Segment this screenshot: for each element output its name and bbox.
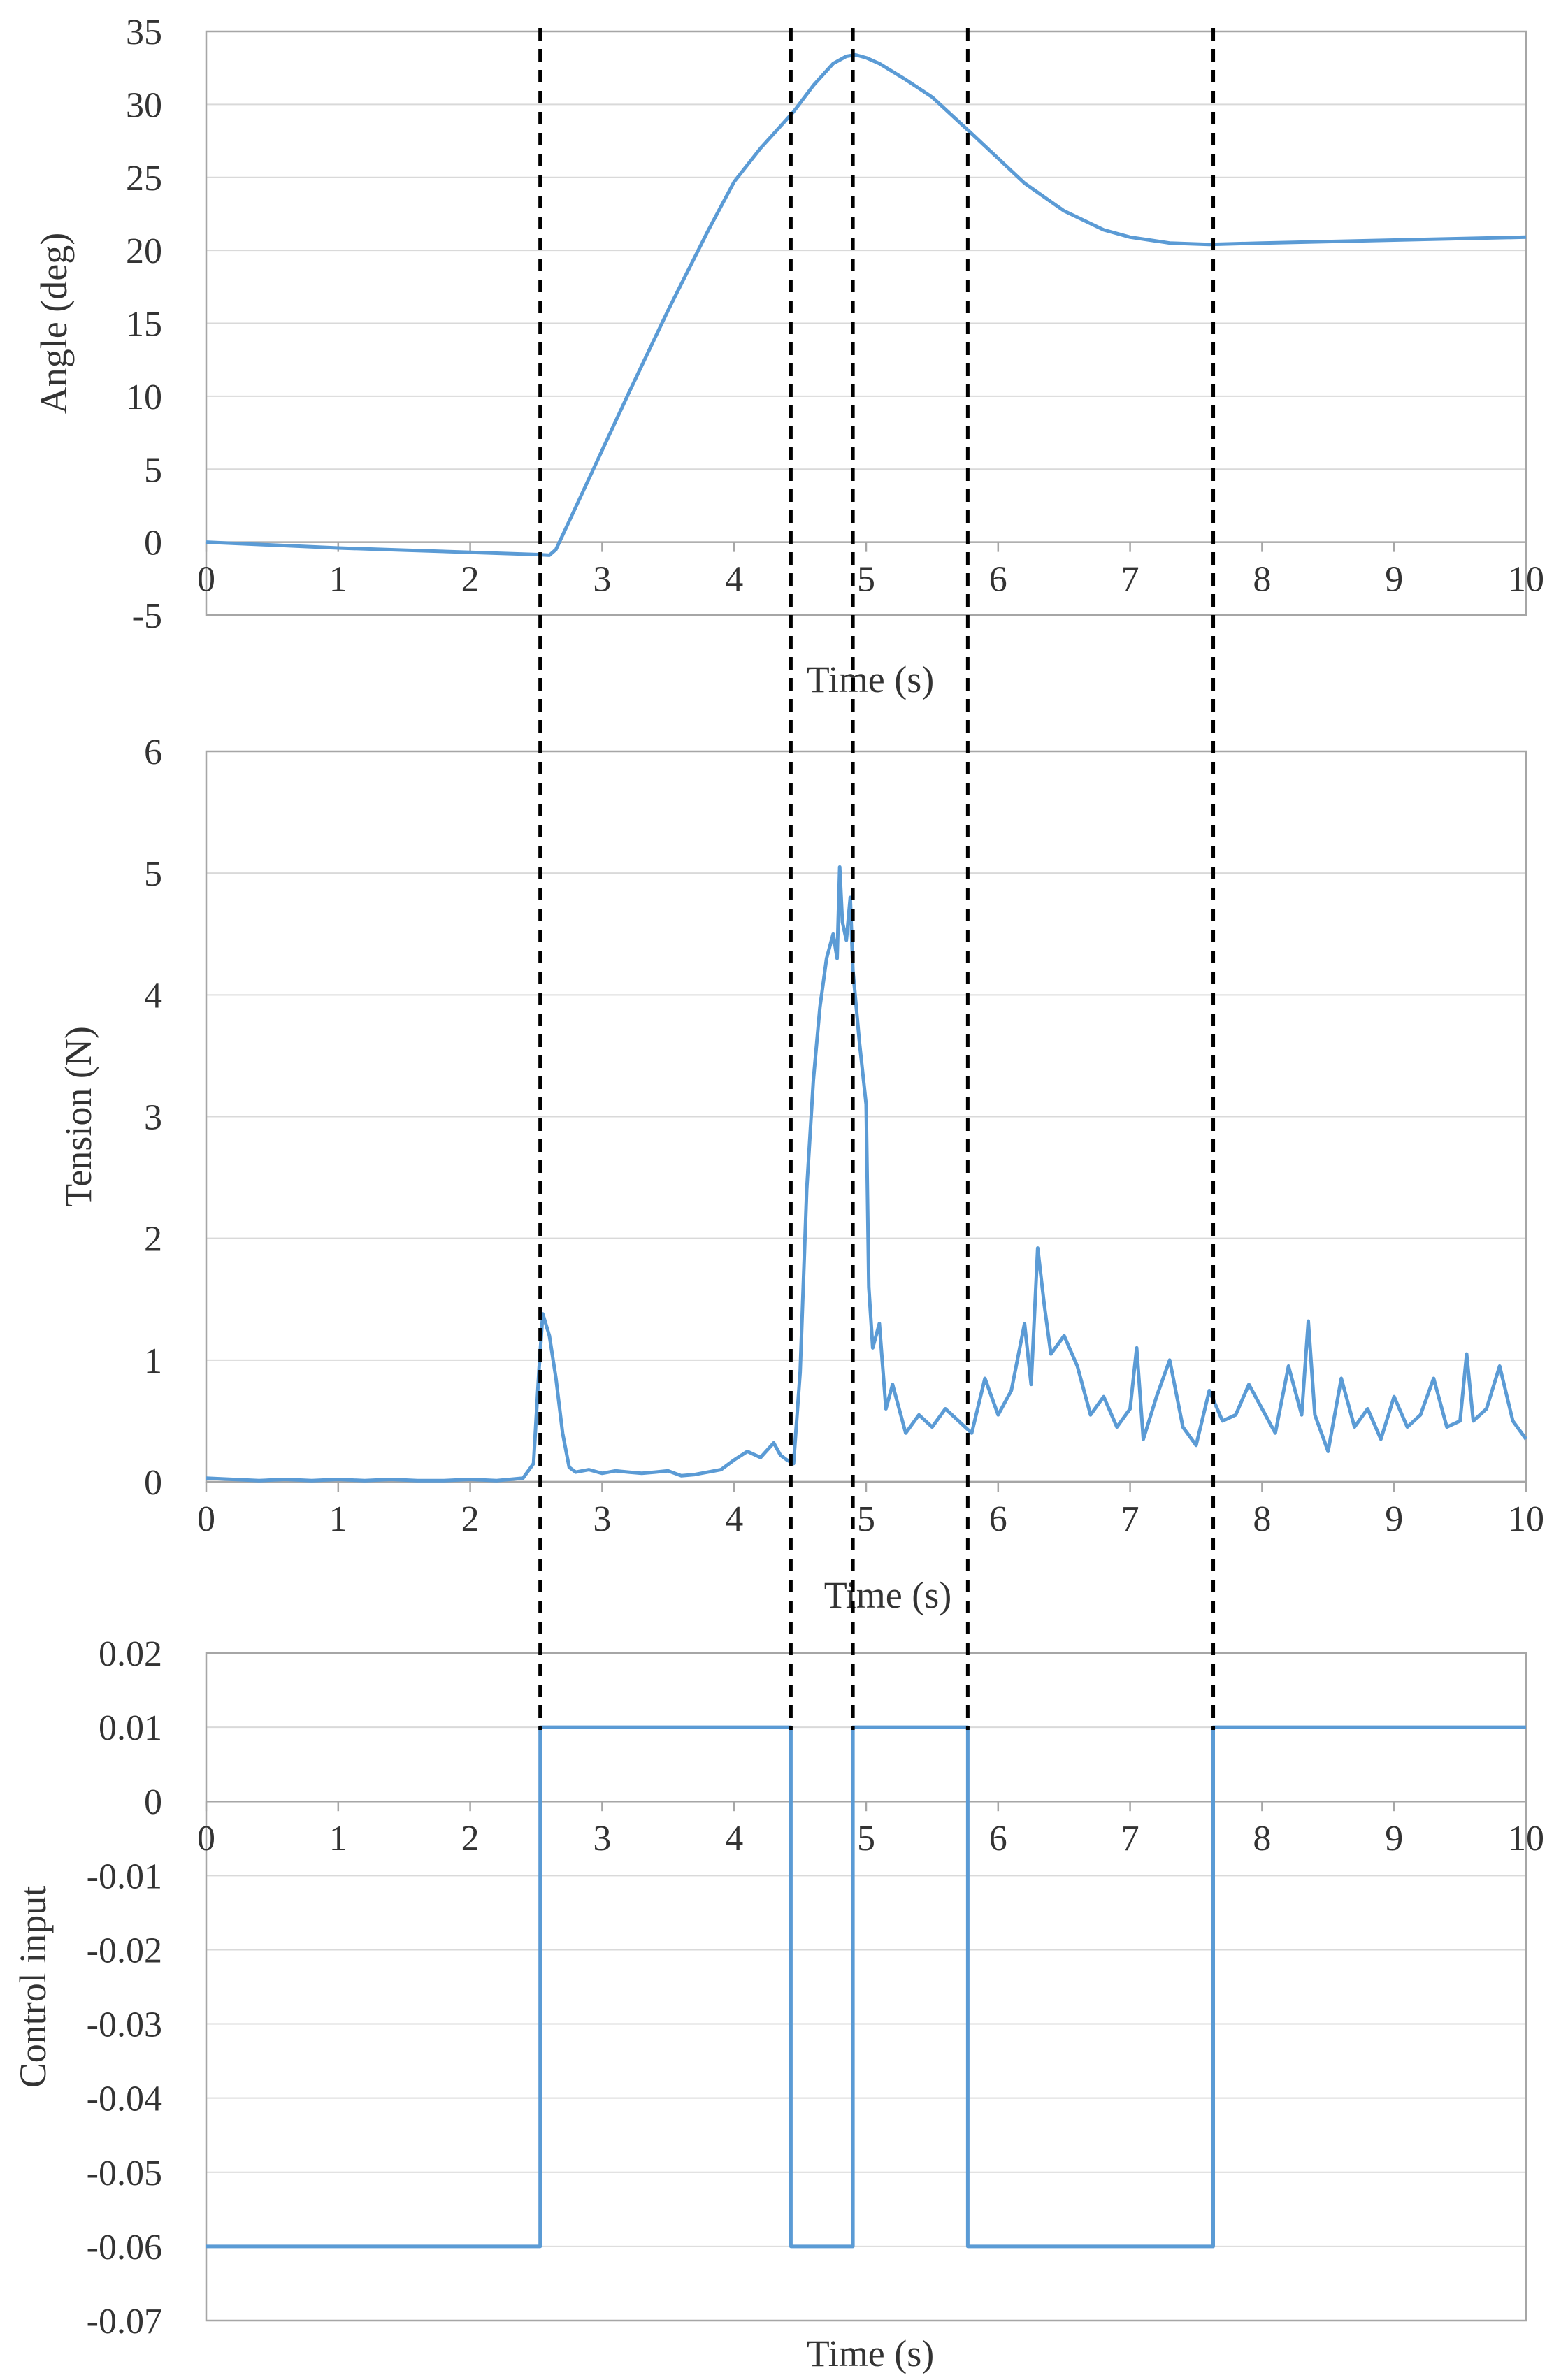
tension-y-tick-label: 1 <box>144 1341 162 1381</box>
control-y-tick-label: 0 <box>144 1782 162 1822</box>
control-x-tick-label: 1 <box>329 1819 347 1859</box>
angle-x-tick-label: 6 <box>989 560 1007 600</box>
angle-x-tick-label: 9 <box>1385 560 1403 600</box>
tension-x-tick-label: 10 <box>1508 1499 1544 1539</box>
tension-x-axis-title: Time (s) <box>824 1574 952 1616</box>
control-series-line <box>206 1725 1526 2249</box>
tension-x-tick-labels: 0 1 2 3 4 5 6 7 8 9 10 <box>197 1499 1544 1539</box>
control-y-tick-label: -0.06 <box>87 2228 162 2267</box>
angle-x-tick-label: 5 <box>857 560 875 600</box>
control-x-tick-label: 0 <box>197 1819 215 1859</box>
control-plot-frame <box>205 1652 1527 2322</box>
angle-y-tick-label: 0 <box>144 524 162 563</box>
control-x-tick-label: 5 <box>857 1819 875 1859</box>
angle-y-tick-label: 15 <box>126 305 162 345</box>
angle-y-tick-label: 35 <box>126 13 162 52</box>
control-input-chart: -0.07 -0.06 -0.05 -0.04 -0.03 -0.02 -0.01 0 0.01… <box>12 1634 1544 2374</box>
tension-x-tick-label: 9 <box>1385 1499 1403 1539</box>
tension-x-tick-label: 2 <box>461 1499 480 1539</box>
control-x-tick-label: 8 <box>1253 1819 1271 1859</box>
angle-x-tick-label: 10 <box>1508 560 1544 600</box>
control-y-tick-label: -0.02 <box>87 1931 162 1970</box>
phase-marker-lines <box>538 28 1216 1730</box>
control-y-tick-label: 0.01 <box>99 1708 162 1748</box>
control-x-axis-title: Time (s) <box>807 2332 935 2374</box>
tension-x-tick-label: 0 <box>197 1499 215 1539</box>
angle-y-tick-label: 5 <box>144 450 162 490</box>
angle-y-tick-label: 20 <box>126 231 162 271</box>
control-y-tick-label: -0.04 <box>87 2079 162 2119</box>
tension-x-tick-label: 3 <box>593 1499 611 1539</box>
control-x-axis-line <box>205 1800 1527 1812</box>
angle-x-tick-label: 4 <box>725 560 743 600</box>
control-x-tick-label: 2 <box>461 1819 480 1859</box>
control-x-tick-label: 3 <box>593 1819 611 1859</box>
angle-x-tick-labels: 0 1 2 3 4 5 6 7 8 9 10 <box>197 560 1544 600</box>
angle-series-line <box>206 52 1527 557</box>
tension-x-tick-label: 6 <box>989 1499 1007 1539</box>
tension-y-tick-label: 2 <box>144 1220 162 1260</box>
control-x-tick-label: 10 <box>1508 1819 1544 1859</box>
tension-x-tick-label: 5 <box>857 1499 875 1539</box>
tension-series-line <box>206 865 1528 1483</box>
angle-y-tick-label: 30 <box>126 85 162 125</box>
control-y-tick-label: -0.03 <box>87 2005 162 2045</box>
angle-x-axis-title: Time (s) <box>807 658 935 700</box>
tension-y-tick-label: 6 <box>144 733 162 772</box>
control-y-tick-labels: -0.07 -0.06 -0.05 -0.04 -0.03 -0.02 -0.01 0 0.01… <box>87 1634 162 2342</box>
angle-x-tick-label: 2 <box>461 560 480 600</box>
tension-y-tick-label: 0 <box>144 1463 162 1503</box>
tension-y-axis-title: Tension (N) <box>57 1026 99 1207</box>
control-y-axis-title: Control input <box>12 1886 54 2089</box>
angle-x-tick-label: 8 <box>1253 560 1271 600</box>
tension-y-tick-label: 5 <box>144 854 162 894</box>
angle-y-axis-title: Angle (deg) <box>33 233 75 414</box>
angle-y-tick-labels: -5 0 5 10 15 20 25 30 35 <box>126 13 162 636</box>
tension-x-tick-label: 8 <box>1253 1499 1271 1539</box>
angle-y-tick-label: 10 <box>126 377 162 417</box>
angle-x-tick-label: 1 <box>329 560 347 600</box>
tension-chart: 0 1 2 3 4 5 6 0 1 2 3 4 5 6 7 8 9 10 Time (s) Tension (N… <box>57 733 1544 1616</box>
control-y-tick-label: -0.05 <box>87 2154 162 2193</box>
angle-y-tick-label: 25 <box>126 159 162 199</box>
control-y-tick-label: -0.07 <box>87 2302 162 2342</box>
control-x-tick-label: 6 <box>989 1819 1007 1859</box>
angle-plot-frame <box>205 30 1527 616</box>
angle-x-tick-label: 7 <box>1121 560 1139 600</box>
control-x-tick-labels: 0 1 2 3 4 5 6 7 8 9 10 <box>197 1819 1544 1859</box>
angle-series <box>206 52 1527 557</box>
control-x-tick-label: 9 <box>1385 1819 1403 1859</box>
tension-x-tick-label: 7 <box>1121 1499 1139 1539</box>
control-series <box>206 1725 1526 2249</box>
angle-chart: -5 0 5 10 15 20 25 30 35 0 1 2 3 4 5 6 7 8 9 10 Time (s) A… <box>33 13 1544 700</box>
tension-y-tick-labels: 0 1 2 3 4 5 6 <box>144 733 162 1503</box>
control-x-tick-label: 4 <box>725 1819 743 1859</box>
control-y-tick-label: -0.01 <box>87 1856 162 1896</box>
tension-x-tick-label: 4 <box>725 1499 743 1539</box>
tension-series <box>206 865 1528 1483</box>
control-x-tick-label: 7 <box>1121 1819 1139 1859</box>
control-y-tick-label: 0.02 <box>99 1634 162 1674</box>
tension-x-tick-label: 1 <box>329 1499 347 1539</box>
angle-x-tick-label: 3 <box>593 560 611 600</box>
tension-y-tick-label: 4 <box>144 976 162 1016</box>
angle-y-tick-label: -5 <box>132 596 162 636</box>
angle-x-tick-label: 0 <box>197 560 215 600</box>
tension-y-tick-label: 3 <box>144 1098 162 1138</box>
